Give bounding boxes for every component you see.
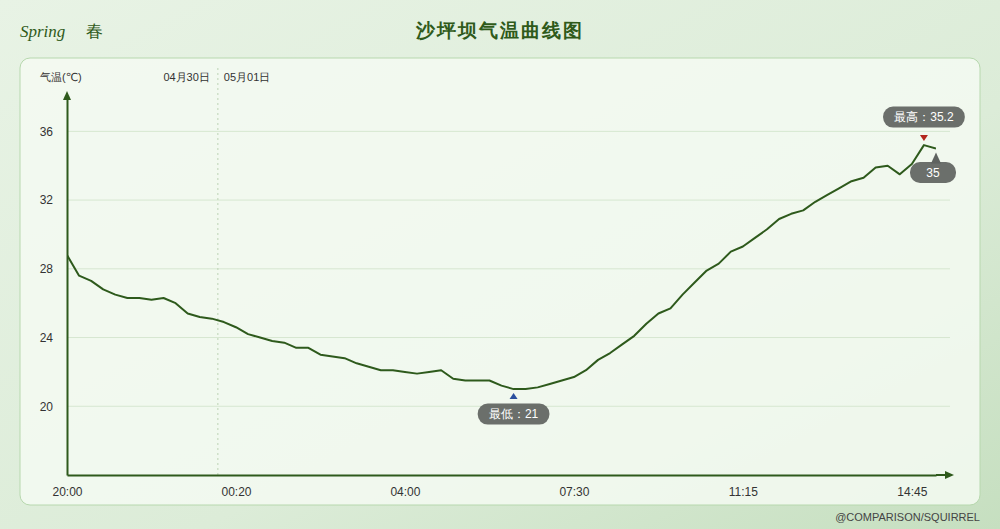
badge-text: 春 xyxy=(86,22,103,41)
data-layer xyxy=(67,145,936,389)
annotation-box xyxy=(883,107,965,128)
max-marker xyxy=(920,135,928,141)
badge-text: Spring xyxy=(20,22,65,41)
x-tick: 14:45 xyxy=(897,475,927,499)
annotation: 最高：35.2 xyxy=(883,107,965,141)
y-tick-label: 24 xyxy=(40,331,54,345)
x-tick-label: 11:15 xyxy=(729,485,758,499)
axis-arrow xyxy=(945,471,954,479)
y-tick: 24 xyxy=(40,331,67,345)
plot-panel xyxy=(20,58,980,505)
annotations: 最低：21 最高：35.2 35 xyxy=(478,107,965,425)
x-axis: 20:00 00:20 04:00 07:30 11:15 14:45 xyxy=(52,475,936,499)
annotation-box xyxy=(478,404,550,425)
x-axis-line xyxy=(68,475,937,477)
day-divider xyxy=(217,68,218,475)
date-label: 04月30日 xyxy=(163,71,209,83)
temperature-line xyxy=(67,145,936,389)
annotation-label: 最高：35.2 xyxy=(894,110,954,124)
source-note: @COMPARISON/SQUIRREL xyxy=(835,511,980,523)
grid-line xyxy=(67,131,950,132)
x-tick-label: 14:45 xyxy=(897,485,927,499)
background xyxy=(0,0,1000,529)
annotation-label: 最低：21 xyxy=(489,407,539,421)
chart-title: 沙坪坝气温曲线图 xyxy=(415,20,584,41)
x-tick-label: 00:20 xyxy=(221,485,251,499)
chart-svg: 04月30日 05月01日 20 24 28 32 36 20:00 00:20 04:00 07:… xyxy=(0,0,1000,529)
x-tick-label: 07:30 xyxy=(559,485,589,499)
y-tick: 36 xyxy=(40,125,67,139)
annotation-label: 35 xyxy=(926,166,940,180)
y-tick-label: 28 xyxy=(40,262,54,276)
grid xyxy=(67,131,950,406)
y-tick: 28 xyxy=(40,262,67,276)
date-label: 05月01日 xyxy=(224,71,270,83)
x-tick: 04:00 xyxy=(390,475,420,499)
axis-arrow xyxy=(63,91,71,100)
grid-line xyxy=(67,268,950,269)
x-tick: 00:20 xyxy=(221,475,251,499)
y-axis: 20 24 28 32 36 xyxy=(40,98,68,476)
y-tick-label: 32 xyxy=(40,193,54,207)
y-axis-title: 气温(℃) xyxy=(40,71,82,83)
chart-root: 04月30日 05月01日 20 24 28 32 36 20:00 00:20 04:00 07:… xyxy=(0,0,1000,529)
annotation: 最低：21 xyxy=(478,393,550,425)
y-tick-label: 20 xyxy=(40,400,54,414)
y-axis-line xyxy=(67,98,69,476)
annotation-box xyxy=(910,162,956,183)
y-tick: 20 xyxy=(40,400,67,414)
x-tick-label: 04:00 xyxy=(390,485,420,499)
grid-line xyxy=(67,337,950,338)
min-marker xyxy=(510,393,518,399)
x-tick: 11:15 xyxy=(729,475,758,499)
y-tick-label: 36 xyxy=(40,125,54,139)
x-tick: 07:30 xyxy=(559,475,589,499)
x-tick-label: 20:00 xyxy=(52,485,82,499)
y-tick: 32 xyxy=(40,193,67,207)
annotation: 35 xyxy=(910,153,956,184)
x-tick: 20:00 xyxy=(52,475,82,499)
annotation-pointer xyxy=(931,153,941,164)
